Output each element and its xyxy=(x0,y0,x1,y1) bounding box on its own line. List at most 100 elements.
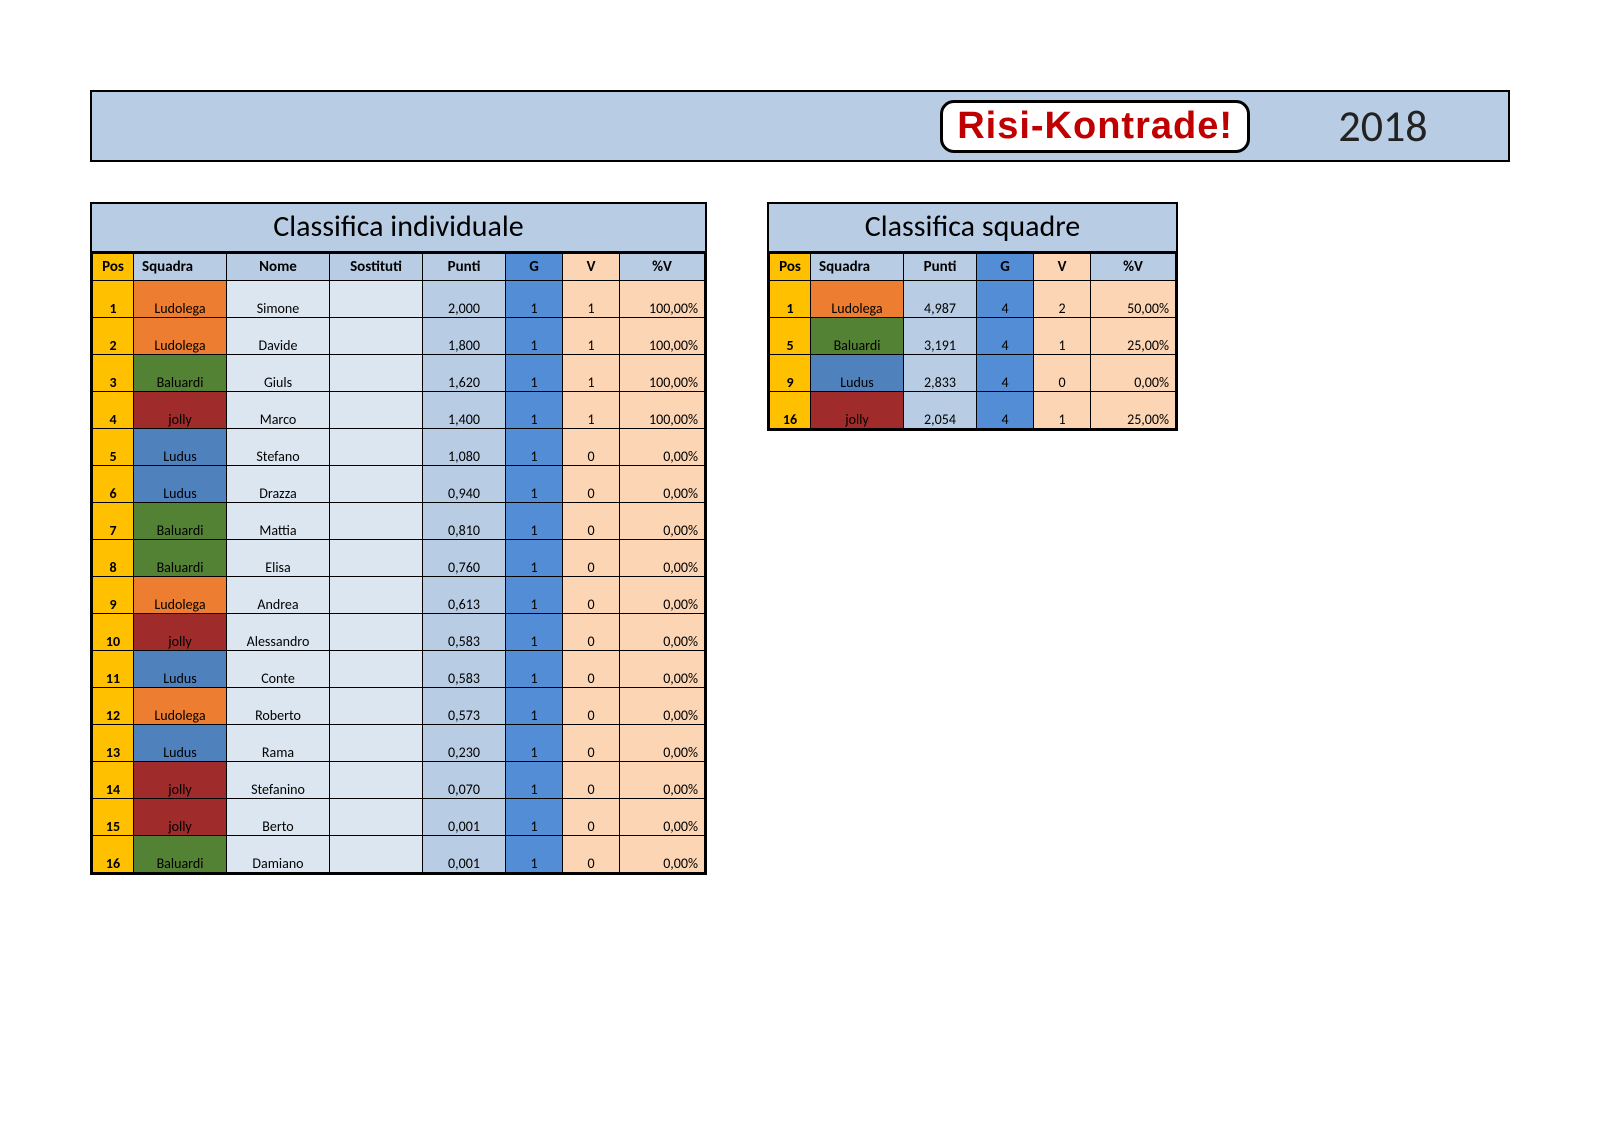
cell-punti: 2,000 xyxy=(423,281,506,318)
cell-name: Giuls xyxy=(227,355,330,392)
cell-team: Ludolega xyxy=(811,281,904,318)
table-individuale: Pos Squadra Nome Sostituti Punti G V %V … xyxy=(92,253,705,873)
cell-team: Ludus xyxy=(134,429,227,466)
col-pct: %V xyxy=(1091,254,1176,281)
cell-punti: 0,070 xyxy=(423,762,506,799)
cell-team: Ludolega xyxy=(134,281,227,318)
cell-punti: 0,810 xyxy=(423,503,506,540)
cell-punti: 0,583 xyxy=(423,614,506,651)
col-v: V xyxy=(1034,254,1091,281)
cell-pos: 7 xyxy=(93,503,134,540)
cell-v: 1 xyxy=(1034,318,1091,355)
cell-name: Berto xyxy=(227,799,330,836)
cell-v: 0 xyxy=(563,429,620,466)
cell-punti: 1,800 xyxy=(423,318,506,355)
panel-individuale: Classifica individuale Pos Squadra Nome … xyxy=(90,202,707,875)
cell-pos: 4 xyxy=(93,392,134,429)
cell-pct: 0,00% xyxy=(620,503,705,540)
cell-team: Baluardi xyxy=(134,836,227,873)
cell-pos: 9 xyxy=(93,577,134,614)
cell-name: Mattia xyxy=(227,503,330,540)
cell-pct: 25,00% xyxy=(1091,318,1176,355)
col-g: G xyxy=(506,254,563,281)
cell-team: Ludus xyxy=(134,651,227,688)
table-row: 10jollyAlessandro0,583100,00% xyxy=(93,614,705,651)
cell-pct: 0,00% xyxy=(1091,355,1176,392)
cell-sub xyxy=(330,392,423,429)
cell-g: 1 xyxy=(506,725,563,762)
cell-team: Ludus xyxy=(134,725,227,762)
header-year: 2018 xyxy=(1258,92,1508,160)
cell-team: Ludolega xyxy=(134,688,227,725)
cell-g: 1 xyxy=(506,392,563,429)
table-header-row: Pos Squadra Punti G V %V xyxy=(770,254,1176,281)
col-sostituti: Sostituti xyxy=(330,254,423,281)
cell-team: Ludolega xyxy=(134,318,227,355)
cell-sub xyxy=(330,651,423,688)
cell-g: 1 xyxy=(506,466,563,503)
cell-pos: 5 xyxy=(93,429,134,466)
cell-team: jolly xyxy=(134,799,227,836)
table-row: 5LudusStefano1,080100,00% xyxy=(93,429,705,466)
cell-team: Ludus xyxy=(134,466,227,503)
cell-name: Conte xyxy=(227,651,330,688)
table-row: 13LudusRama0,230100,00% xyxy=(93,725,705,762)
cell-team: Ludolega xyxy=(134,577,227,614)
table-row: 9Ludus2,833400,00% xyxy=(770,355,1176,392)
cell-v: 2 xyxy=(1034,281,1091,318)
table-row: 9LudolegaAndrea0,613100,00% xyxy=(93,577,705,614)
cell-g: 1 xyxy=(506,318,563,355)
cell-team: jolly xyxy=(811,392,904,429)
cell-pct: 100,00% xyxy=(620,355,705,392)
cell-v: 0 xyxy=(563,466,620,503)
table-row: 5Baluardi3,1914125,00% xyxy=(770,318,1176,355)
cell-name: Drazza xyxy=(227,466,330,503)
cell-pos: 8 xyxy=(93,540,134,577)
cell-v: 0 xyxy=(563,725,620,762)
cell-pos: 15 xyxy=(93,799,134,836)
cell-pos: 5 xyxy=(770,318,811,355)
cell-v: 0 xyxy=(563,688,620,725)
cell-name: Stefano xyxy=(227,429,330,466)
cell-sub xyxy=(330,281,423,318)
cell-g: 1 xyxy=(506,836,563,873)
cell-pct: 25,00% xyxy=(1091,392,1176,429)
cell-punti: 0,583 xyxy=(423,651,506,688)
panel-squadre: Classifica squadre Pos Squadra Punti G V… xyxy=(767,202,1178,431)
table-row: 12LudolegaRoberto0,573100,00% xyxy=(93,688,705,725)
logo-wrap: Risi-Kontrade! xyxy=(932,92,1258,160)
table-header-row: Pos Squadra Nome Sostituti Punti G V %V xyxy=(93,254,705,281)
cell-pct: 0,00% xyxy=(620,799,705,836)
cell-v: 1 xyxy=(563,355,620,392)
table-row: 3BaluardiGiuls1,62011100,00% xyxy=(93,355,705,392)
table-row: 14jollyStefanino0,070100,00% xyxy=(93,762,705,799)
cell-g: 1 xyxy=(506,651,563,688)
cell-pos: 13 xyxy=(93,725,134,762)
col-punti: Punti xyxy=(423,254,506,281)
col-v: V xyxy=(563,254,620,281)
cell-team: Baluardi xyxy=(134,540,227,577)
cell-punti: 1,620 xyxy=(423,355,506,392)
cell-name: Stefanino xyxy=(227,762,330,799)
col-punti: Punti xyxy=(904,254,977,281)
cell-punti: 0,001 xyxy=(423,799,506,836)
cell-pct: 0,00% xyxy=(620,429,705,466)
table-row: 8BaluardiElisa0,760100,00% xyxy=(93,540,705,577)
cell-pct: 0,00% xyxy=(620,651,705,688)
cell-pct: 100,00% xyxy=(620,392,705,429)
cell-team: Baluardi xyxy=(134,355,227,392)
cell-pct: 0,00% xyxy=(620,614,705,651)
cell-pos: 9 xyxy=(770,355,811,392)
cell-pct: 0,00% xyxy=(620,725,705,762)
cell-pos: 10 xyxy=(93,614,134,651)
cell-pct: 100,00% xyxy=(620,281,705,318)
cell-pos: 11 xyxy=(93,651,134,688)
cell-punti: 0,001 xyxy=(423,836,506,873)
cell-pct: 0,00% xyxy=(620,762,705,799)
cell-v: 0 xyxy=(563,503,620,540)
cell-g: 1 xyxy=(506,688,563,725)
cell-g: 4 xyxy=(977,355,1034,392)
table-row: 1LudolegaSimone2,00011100,00% xyxy=(93,281,705,318)
cell-name: Davide xyxy=(227,318,330,355)
cell-v: 0 xyxy=(563,540,620,577)
